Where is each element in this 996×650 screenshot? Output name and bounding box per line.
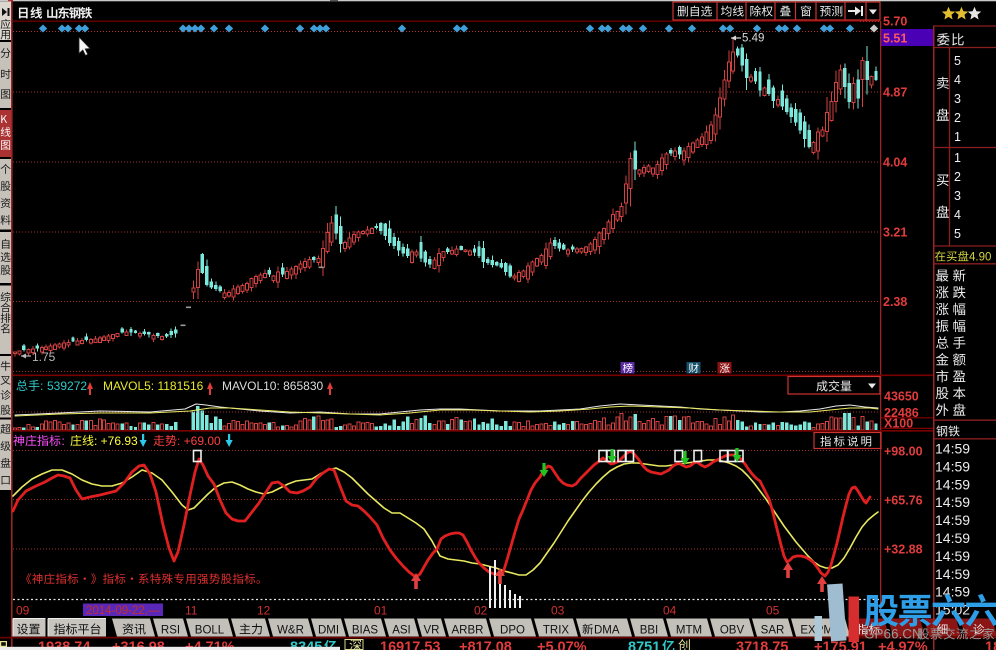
svg-text:5.51: 5.51: [883, 32, 907, 46]
svg-text:3718.75: 3718.75: [736, 640, 788, 650]
svg-text:539272: 539272: [47, 379, 87, 393]
svg-text:8345: 8345: [290, 640, 322, 650]
svg-text:ASI: ASI: [392, 625, 411, 637]
svg-text:14:59: 14:59: [935, 494, 970, 510]
svg-text:5.49: 5.49: [742, 33, 764, 45]
svg-text:RSI: RSI: [161, 625, 180, 637]
svg-text:5: 5: [954, 227, 961, 241]
svg-text:+65.76: +65.76: [884, 494, 923, 508]
svg-text:3: 3: [954, 189, 961, 203]
svg-text:BBI: BBI: [640, 625, 659, 637]
svg-text:43650: 43650: [884, 390, 919, 404]
svg-text:09: 09: [16, 604, 30, 618]
svg-text:02: 02: [474, 604, 488, 618]
svg-text:2: 2: [954, 170, 961, 184]
svg-text:4.90: 4.90: [969, 252, 991, 264]
svg-text:4.87: 4.87: [883, 86, 907, 100]
svg-text:8751: 8751: [628, 640, 660, 650]
svg-text:1.75: 1.75: [32, 350, 56, 364]
svg-text:1938.74: 1938.74: [38, 640, 90, 650]
svg-text::: :: [62, 434, 65, 448]
svg-text:5: 5: [954, 54, 961, 68]
svg-text:01: 01: [374, 604, 388, 618]
svg-text:05: 05: [766, 604, 780, 618]
svg-text:DMI: DMI: [318, 625, 339, 637]
svg-text:MAVOL10: 865830: MAVOL10: 865830: [222, 379, 324, 393]
svg-text:+98.00: +98.00: [884, 445, 923, 459]
svg-text::: :: [40, 379, 43, 393]
svg-text:+4.71%: +4.71%: [185, 640, 235, 650]
svg-text:1: 1: [954, 151, 961, 165]
svg-text:03: 03: [551, 604, 565, 618]
svg-text:X100: X100: [884, 417, 913, 431]
svg-text:+5.07%: +5.07%: [537, 640, 587, 650]
svg-text:18: 18: [985, 640, 996, 650]
svg-text:1: 1: [954, 130, 961, 144]
svg-text:: +69.00: : +69.00: [177, 434, 221, 448]
svg-text:5.70: 5.70: [883, 15, 907, 29]
svg-text:GP66.CN: GP66.CN: [864, 627, 922, 642]
svg-text:11: 11: [185, 604, 198, 618]
svg-text:4.04: 4.04: [883, 156, 907, 170]
svg-text:+32.88: +32.88: [884, 543, 923, 557]
svg-text:16917.53: 16917.53: [380, 640, 440, 650]
svg-text:SAR: SAR: [761, 625, 785, 637]
svg-text:2014-09-22,—: 2014-09-22,—: [86, 605, 160, 617]
svg-text:TRIX: TRIX: [543, 625, 570, 637]
svg-text:BIAS: BIAS: [352, 625, 379, 637]
svg-text:14:59: 14:59: [935, 548, 970, 564]
svg-text:+817.08: +817.08: [459, 640, 512, 650]
svg-text:VR: VR: [424, 625, 440, 637]
svg-text:3: 3: [954, 92, 961, 106]
svg-text:12: 12: [257, 604, 271, 618]
svg-text:14:59: 14:59: [935, 530, 970, 546]
svg-text:22486: 22486: [884, 406, 919, 420]
svg-text:+175.91: +175.91: [814, 640, 867, 650]
svg-text:DPO: DPO: [500, 625, 525, 637]
svg-text:14:59: 14:59: [935, 441, 970, 457]
svg-text:14:59: 14:59: [935, 566, 970, 582]
svg-text:ARBR: ARBR: [452, 625, 484, 637]
svg-text:4: 4: [954, 208, 961, 222]
svg-text:BOLL: BOLL: [195, 625, 225, 637]
svg-text:14:59: 14:59: [935, 512, 970, 528]
svg-text:OBV: OBV: [720, 625, 745, 637]
svg-text:14:59: 14:59: [935, 458, 970, 474]
svg-text:2: 2: [954, 111, 961, 125]
svg-text:W&R: W&R: [277, 625, 304, 637]
svg-text:14:59: 14:59: [935, 584, 970, 600]
svg-text:4: 4: [954, 73, 961, 87]
svg-text:+316.98: +316.98: [112, 640, 165, 650]
svg-text:: +76.93: : +76.93: [94, 434, 138, 448]
svg-text:2.38: 2.38: [883, 295, 907, 309]
svg-text:3.21: 3.21: [883, 226, 907, 240]
svg-text:MAVOL5: 1181516: MAVOL5: 1181516: [103, 379, 204, 393]
svg-text:MTM: MTM: [676, 625, 702, 637]
svg-text:04: 04: [663, 604, 677, 618]
svg-text:DMA: DMA: [594, 625, 620, 637]
svg-text:14:59: 14:59: [935, 476, 970, 492]
svg-text:+4.97%: +4.97%: [878, 640, 928, 650]
